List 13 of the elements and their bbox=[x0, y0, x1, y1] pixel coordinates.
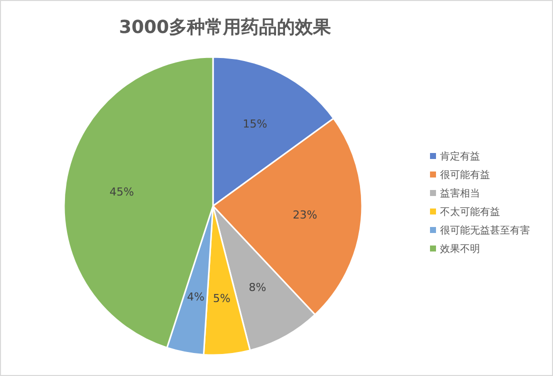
legend-label: 很可能无益甚至有害 bbox=[440, 224, 530, 236]
legend-label: 效果不明 bbox=[440, 244, 480, 255]
data-label: 45% bbox=[110, 185, 134, 198]
data-label: 23% bbox=[292, 208, 318, 222]
legend-label: 肯定有益 bbox=[440, 150, 480, 162]
data-label: 8% bbox=[248, 280, 266, 294]
legend-label: 益害相当 bbox=[440, 188, 480, 200]
legend-label: 不太可能有益 bbox=[440, 206, 500, 218]
data-label: 15% bbox=[242, 118, 268, 131]
chart-title: 3000多种常用药品的效果 bbox=[118, 17, 332, 38]
legend-label: 很可能有益 bbox=[440, 169, 490, 181]
data-label: 5% bbox=[212, 292, 230, 305]
data-label: 4% bbox=[186, 290, 204, 304]
